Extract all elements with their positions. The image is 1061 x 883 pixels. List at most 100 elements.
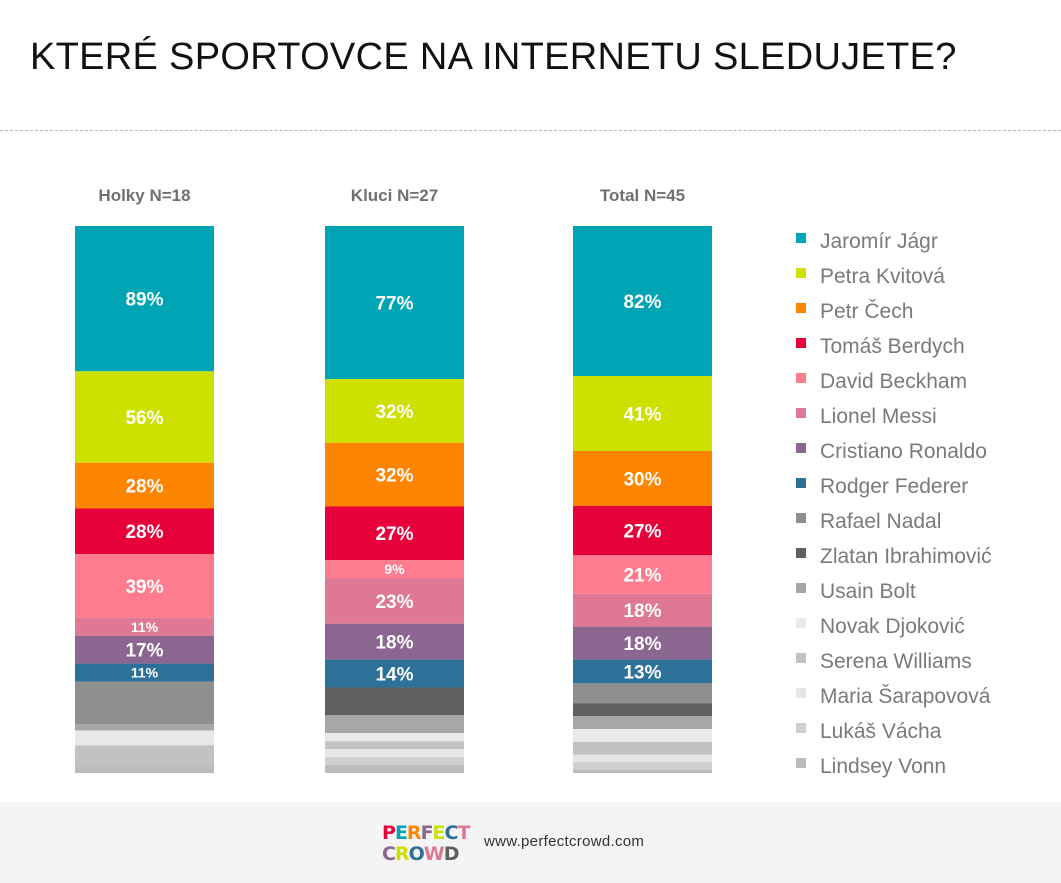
legend-swatch bbox=[796, 477, 806, 488]
legend-swatch bbox=[796, 757, 806, 768]
legend-item-usain-bolt: Usain Bolt bbox=[796, 574, 992, 609]
legend-item-zlatan-ibrahimovic: Zlatan Ibrahimović bbox=[796, 539, 992, 574]
legend-swatch bbox=[796, 232, 806, 243]
bar-segment-lukas-vacha-kluci-n-27 bbox=[325, 757, 464, 766]
legend-label: Usain Bolt bbox=[820, 579, 916, 603]
legend-label: Lionel Messi bbox=[820, 404, 937, 428]
bar-segment-jaromir-jagr-kluci-n-27 bbox=[325, 226, 464, 380]
bar-segment-zlatan-ibrahimovic-kluci-n-27 bbox=[325, 687, 464, 716]
bar-segment-usain-bolt-total-n-45 bbox=[573, 716, 712, 730]
legend-item-rafael-nadal: Rafael Nadal bbox=[796, 504, 992, 539]
legend-label: Maria Šarapovová bbox=[820, 684, 991, 708]
data-label-rodger-federer-total-n-45: 13% bbox=[623, 662, 661, 683]
data-label-jaromir-jagr-holky-n-18: 89% bbox=[125, 290, 163, 311]
legend-label: David Beckham bbox=[820, 369, 968, 393]
bar-segment-petr-cech-holky-n-18 bbox=[75, 462, 214, 509]
legend-swatch bbox=[796, 337, 806, 348]
data-label-david-beckham-kluci-n-27: 9% bbox=[384, 561, 405, 577]
bar-segment-petr-cech-total-n-45 bbox=[573, 451, 712, 506]
bar-segment-rodger-federer-holky-n-18 bbox=[75, 663, 214, 682]
footer: PERFECT CROWD www.perfectcrowd.com bbox=[0, 802, 1061, 883]
bar-segment-lionel-messi-total-n-45 bbox=[573, 593, 712, 627]
legend-item-lindsey-vonn: Lindsey Vonn bbox=[796, 749, 992, 784]
data-label-cristiano-ronaldo-kluci-n-27: 18% bbox=[375, 633, 413, 654]
legend-swatch bbox=[796, 687, 806, 698]
bar-segment-novak-djokovic-holky-n-18 bbox=[75, 730, 214, 746]
legend-label: Petr Čech bbox=[820, 299, 914, 323]
legend-label: Jaromír Jágr bbox=[820, 229, 938, 253]
bar-segment-serena-williams-kluci-n-27 bbox=[325, 741, 464, 750]
bar-segment-tomas-berdych-holky-n-18 bbox=[75, 508, 214, 555]
legend-swatch bbox=[796, 652, 806, 663]
data-label-petra-kvitova-holky-n-18: 56% bbox=[125, 408, 163, 429]
bar-segment-lukas-vacha-total-n-45 bbox=[573, 762, 712, 770]
legend-label: Rafael Nadal bbox=[820, 509, 942, 533]
data-label-lionel-messi-holky-n-18: 11% bbox=[131, 619, 159, 635]
stacked-bar-chart: Holky N=18 89% 56% 28% 28% 39% 11% 17% 11% Kluci … bbox=[75, 186, 712, 773]
bar-segment-lionel-messi-holky-n-18 bbox=[75, 617, 214, 636]
data-label-jaromir-jagr-kluci-n-27: 77% bbox=[375, 293, 413, 314]
legend-swatch bbox=[796, 617, 806, 628]
data-label-petr-cech-kluci-n-27: 32% bbox=[375, 465, 413, 486]
bar-segment-david-beckham-kluci-n-27 bbox=[325, 560, 464, 579]
bar-segment-tomas-berdych-total-n-45 bbox=[573, 505, 712, 556]
data-label-petr-cech-total-n-45: 30% bbox=[623, 469, 661, 490]
perfect-crowd-logo: PERFECT CROWD bbox=[382, 823, 470, 865]
bar-segment-petr-cech-kluci-n-27 bbox=[325, 442, 464, 507]
title-divider bbox=[0, 130, 1061, 131]
bar-segment-usain-bolt-holky-n-18 bbox=[75, 724, 214, 731]
legend-swatch bbox=[796, 722, 806, 733]
legend-item-jaromir-jagr: Jaromír Jágr bbox=[796, 224, 992, 259]
legend-item-petra-kvitova: Petra Kvitová bbox=[796, 259, 992, 294]
chart-title: KTERÉ SPORTOVCE NA INTERNETU SLEDUJETE? bbox=[30, 36, 957, 78]
bar-segment-novak-djokovic-total-n-45 bbox=[573, 729, 712, 742]
bar-segment-rodger-federer-kluci-n-27 bbox=[325, 659, 464, 688]
bar-segment-david-beckham-total-n-45 bbox=[573, 555, 712, 594]
legend-item-tomas-berdych: Tomáš Berdych bbox=[796, 329, 992, 364]
bar-segment-cristiano-ronaldo-holky-n-18 bbox=[75, 635, 214, 664]
legend-label: Lukáš Vácha bbox=[820, 719, 942, 743]
data-label-tomas-berdych-kluci-n-27: 27% bbox=[375, 524, 413, 545]
data-label-david-beckham-total-n-45: 21% bbox=[623, 565, 661, 586]
bar-segment-rafael-nadal-total-n-45 bbox=[573, 683, 712, 704]
legend-label: Lindsey Vonn bbox=[820, 754, 947, 778]
legend-label: Novak Djoković bbox=[820, 614, 965, 638]
bar-segment-lindsey-vonn-total-n-45 bbox=[573, 769, 712, 773]
legend-label: Zlatan Ibrahimović bbox=[820, 544, 992, 568]
logo-line-crowd: CROWD bbox=[382, 843, 459, 865]
bar-segment-lionel-messi-kluci-n-27 bbox=[325, 578, 464, 624]
data-label-petra-kvitova-total-n-45: 41% bbox=[623, 404, 661, 425]
legend-swatch bbox=[796, 582, 806, 593]
bar-segment-cristiano-ronaldo-total-n-45 bbox=[573, 626, 712, 660]
legend-item-lukas-vacha: Lukáš Vácha bbox=[796, 714, 992, 749]
bar-segment-petra-kvitova-holky-n-18 bbox=[75, 371, 214, 463]
legend-swatch bbox=[796, 267, 806, 278]
bar-segment-lindsey-vonn-kluci-n-27 bbox=[325, 765, 464, 773]
bar-segment-maria-sarapovova-kluci-n-27 bbox=[325, 749, 464, 758]
legend-item-david-beckham: David Beckham bbox=[796, 364, 992, 399]
bar-segment-zlatan-ibrahimovic-total-n-45 bbox=[573, 703, 712, 717]
data-label-petra-kvitova-kluci-n-27: 32% bbox=[375, 402, 413, 423]
legend-swatch bbox=[796, 372, 806, 383]
legend-item-rodger-federer: Rodger Federer bbox=[796, 469, 992, 504]
category-label-kluci-n-27: Kluci N=27 bbox=[351, 186, 438, 205]
legend-label: Tomáš Berdych bbox=[820, 334, 965, 358]
legend-swatch bbox=[796, 302, 806, 313]
bar-segment-rodger-federer-total-n-45 bbox=[573, 659, 712, 684]
footer-url: www.perfectcrowd.com bbox=[484, 833, 645, 850]
data-label-lionel-messi-kluci-n-27: 23% bbox=[375, 592, 413, 613]
data-label-tomas-berdych-holky-n-18: 28% bbox=[125, 522, 163, 543]
legend-item-maria-sarapovova: Maria Šarapovová bbox=[796, 679, 992, 714]
data-label-rodger-federer-holky-n-18: 11% bbox=[131, 665, 159, 681]
legend-swatch bbox=[796, 512, 806, 523]
legend-item-petr-cech: Petr Čech bbox=[796, 294, 992, 329]
bar-segment-maria-sarapovova-total-n-45 bbox=[573, 754, 712, 763]
legend-label: Petra Kvitová bbox=[820, 264, 945, 288]
legend-label: Cristiano Ronaldo bbox=[820, 439, 987, 463]
legend-swatch bbox=[796, 442, 806, 453]
chart-legend: Jaromír Jágr Petra Kvitová Petr Čech Tomáš … bbox=[796, 224, 992, 784]
data-label-lionel-messi-total-n-45: 18% bbox=[623, 601, 661, 622]
data-label-cristiano-ronaldo-holky-n-18: 17% bbox=[125, 641, 163, 662]
legend-swatch bbox=[796, 407, 806, 418]
bar-segment-tomas-berdych-kluci-n-27 bbox=[325, 506, 464, 561]
